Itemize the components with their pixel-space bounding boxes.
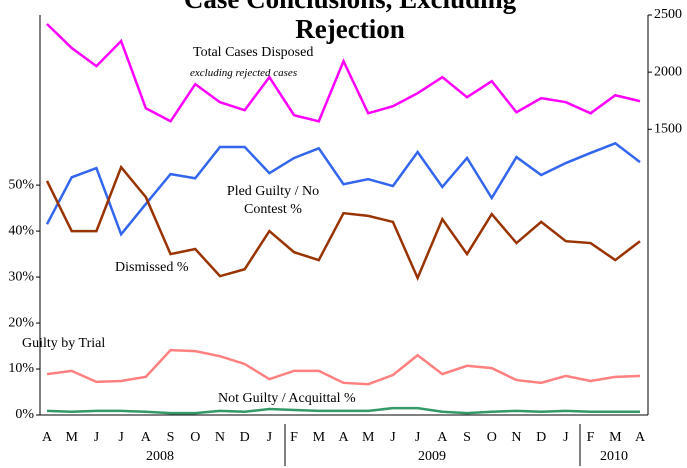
x-tick-label: J: [415, 430, 421, 445]
series-label: Guilty by Trial: [22, 336, 106, 351]
series-line: [46, 406, 640, 415]
series-line: [45, 141, 641, 237]
series-line: [46, 348, 641, 386]
y-tick-label: 20%: [8, 315, 34, 330]
y2-tick-label: 1500: [654, 122, 682, 137]
x-tick-label: S: [167, 430, 175, 445]
x-tick-label: J: [390, 430, 396, 445]
series-line: [46, 23, 641, 123]
x-tick-label: J: [563, 430, 569, 445]
x-tick-label: J: [118, 430, 124, 445]
x-tick-label: N: [215, 430, 225, 445]
series-label: Not Guilty / Acquittal %: [218, 391, 356, 406]
x-tick-label: J: [94, 430, 100, 445]
x-tick-label: A: [42, 430, 53, 445]
x-tick-label: M: [362, 430, 375, 445]
note: excluding rejected cases: [190, 67, 298, 79]
x-tick-label: O: [190, 430, 200, 445]
y-tick-label: 30%: [8, 269, 34, 284]
y2-tick-label: 2500: [654, 7, 682, 22]
series-line: [45, 164, 641, 282]
year-label: 2009: [418, 449, 446, 464]
y-tick-label: 0%: [15, 407, 34, 422]
x-tick-label: F: [290, 430, 298, 445]
year-label: 2010: [600, 449, 628, 464]
x-tick-label: N: [511, 430, 521, 445]
series-label: Total Cases Disposed: [193, 45, 314, 60]
year-label: 2008: [146, 449, 174, 464]
y-tick-label: 40%: [8, 223, 34, 238]
x-tick-label: J: [267, 430, 273, 445]
x-tick-label: D: [240, 430, 250, 445]
x-tick-label: A: [635, 430, 646, 445]
x-tick-label: O: [487, 430, 497, 445]
x-tick-label: M: [313, 430, 326, 445]
y-tick-label: 10%: [8, 361, 34, 376]
series-label: Dismissed %: [115, 260, 189, 275]
x-tick-label: A: [338, 430, 349, 445]
x-tick-label: M: [65, 430, 78, 445]
x-tick-label: M: [609, 430, 622, 445]
x-tick-label: D: [536, 430, 546, 445]
x-tick-label: A: [141, 430, 152, 445]
x-tick-label: A: [437, 430, 448, 445]
series-label: Pled Guilty / No Contest %: [226, 184, 320, 217]
x-tick-label: S: [463, 430, 471, 445]
chart-title: Case Conclusions, Excluding Rejection: [184, 0, 516, 44]
y2-tick-label: 2000: [654, 64, 682, 79]
y-tick-label: 50%: [8, 177, 34, 192]
x-tick-label: F: [587, 430, 595, 445]
